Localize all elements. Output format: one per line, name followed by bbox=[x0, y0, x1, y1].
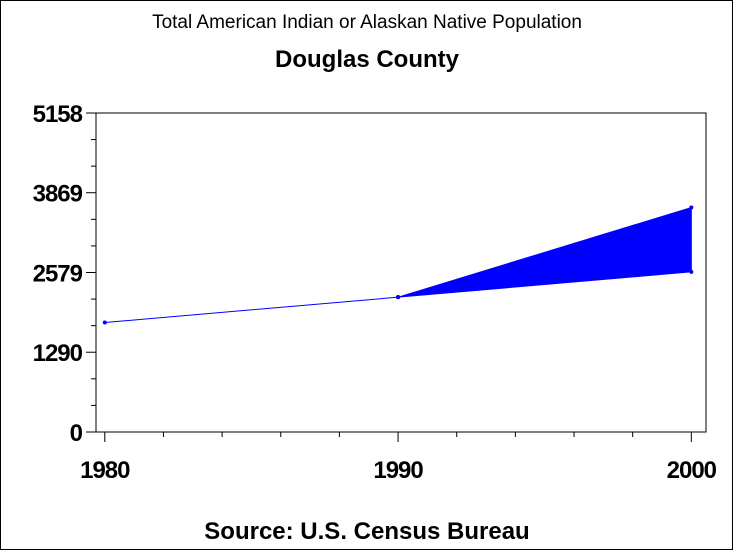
projection-band bbox=[397, 206, 692, 298]
chart-subtitle: Douglas County bbox=[275, 46, 460, 73]
x-tick-label-2: 2000 bbox=[667, 457, 717, 484]
y-tick-label-0: 0 bbox=[70, 420, 83, 447]
chart-title: Total American Indian or Alaskan Native … bbox=[152, 12, 582, 33]
series-line-0 bbox=[104, 296, 399, 324]
source-footnote: Source: U.S. Census Bureau bbox=[204, 518, 529, 545]
y-tick-label-4: 5158 bbox=[33, 101, 83, 128]
x-axis: 1980 1990 2000 bbox=[80, 432, 718, 484]
data-point-1980 bbox=[102, 320, 107, 325]
chart-marks bbox=[102, 205, 694, 325]
y-tick-label-1: 1290 bbox=[33, 340, 83, 367]
data-point-1990 bbox=[396, 295, 401, 300]
x-tick-label-1: 1990 bbox=[373, 457, 423, 484]
y-tick-label-3: 3869 bbox=[33, 181, 83, 208]
y-axis: 0 1290 2579 3869 5158 bbox=[33, 101, 96, 447]
band-lower-point-1 bbox=[689, 269, 694, 274]
x-tick-label-0: 1980 bbox=[80, 457, 130, 484]
band-upper-point-1 bbox=[689, 205, 694, 210]
y-tick-label-2: 2579 bbox=[33, 261, 83, 288]
